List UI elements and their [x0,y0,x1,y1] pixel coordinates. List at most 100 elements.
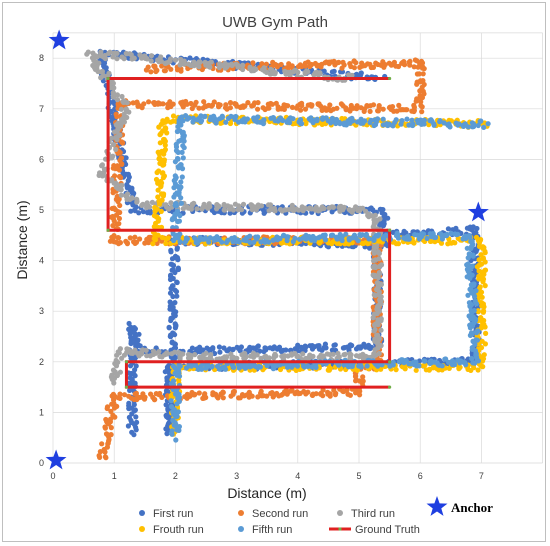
ground-truth-vertex [388,360,392,364]
data-point [97,170,103,176]
data-point [152,396,158,403]
data-point [309,102,315,108]
data-point [327,365,333,371]
data-point [302,106,309,112]
data-point [90,62,96,69]
data-point [156,59,162,65]
data-point [123,238,129,244]
data-point [341,122,347,128]
data-point [196,390,202,396]
data-point [152,204,158,211]
data-point [227,100,234,106]
data-point [174,208,181,214]
data-point [164,351,171,357]
data-point [408,122,414,128]
data-point [252,352,259,358]
data-point [102,454,108,460]
data-point [197,349,203,355]
legend-item-frouth-run: Frouth run [139,524,204,536]
data-point [176,218,182,224]
data-point [190,119,196,125]
data-point [326,61,332,67]
data-point [482,267,489,273]
data-point [181,61,187,67]
data-point [427,231,433,237]
data-point [367,345,373,352]
data-point [463,362,469,368]
data-point [102,425,108,431]
data-point [316,343,322,349]
data-point [437,118,443,124]
y-tick-label: 6 [39,154,44,164]
data-point [178,162,184,168]
data-point [337,204,343,210]
data-point [170,216,176,222]
data-point [200,395,206,401]
data-point [355,208,361,214]
data-point [400,59,406,66]
data-point [119,182,125,188]
legend-label: Ground Truth [355,524,420,536]
data-point [249,363,255,369]
data-point [114,92,120,98]
data-point [180,351,186,357]
data-point [467,322,473,328]
data-point [128,324,134,330]
data-point [172,349,178,355]
data-point [199,354,205,360]
data-point [114,97,121,103]
data-point [318,103,324,109]
data-point [286,61,292,67]
data-point [386,60,392,66]
data-point [158,208,164,214]
data-point [158,178,164,185]
data-point [175,377,182,383]
ground-truth-vertex [106,76,110,81]
data-point [256,363,262,370]
data-point [220,389,226,395]
data-point [242,103,248,109]
data-point [108,408,114,414]
data-point [347,392,353,398]
data-point [131,55,137,61]
data-point [275,106,281,112]
data-point [160,170,166,176]
data-point [110,367,117,373]
data-point [128,350,134,356]
data-point [173,201,179,207]
data-point [299,100,305,106]
data-point [124,191,131,197]
data-point [331,342,337,348]
data-point [117,346,123,352]
data-point [153,176,160,183]
data-point [272,71,278,77]
data-point [216,344,222,350]
data-point [395,241,402,247]
data-point [159,234,165,241]
data-point [114,403,120,409]
data-point [136,331,142,337]
data-point [289,202,295,208]
data-point [376,238,382,244]
data-point [442,356,448,362]
data-point [475,308,481,314]
data-point [228,61,235,67]
data-point [470,281,476,287]
data-point [406,59,412,65]
data-point [133,414,139,420]
data-point [380,116,386,122]
y-tick-label: 3 [39,306,44,316]
legend-swatch [139,510,145,516]
data-point [303,344,309,350]
data-point [137,343,143,349]
data-point [125,423,131,429]
data-point [173,289,180,295]
data-point [295,69,301,75]
data-point [108,425,114,431]
data-point [338,233,344,240]
data-point [161,191,167,197]
data-point [96,453,102,459]
data-point [132,326,138,332]
ground-truth-line [106,76,392,389]
data-point [439,236,445,242]
